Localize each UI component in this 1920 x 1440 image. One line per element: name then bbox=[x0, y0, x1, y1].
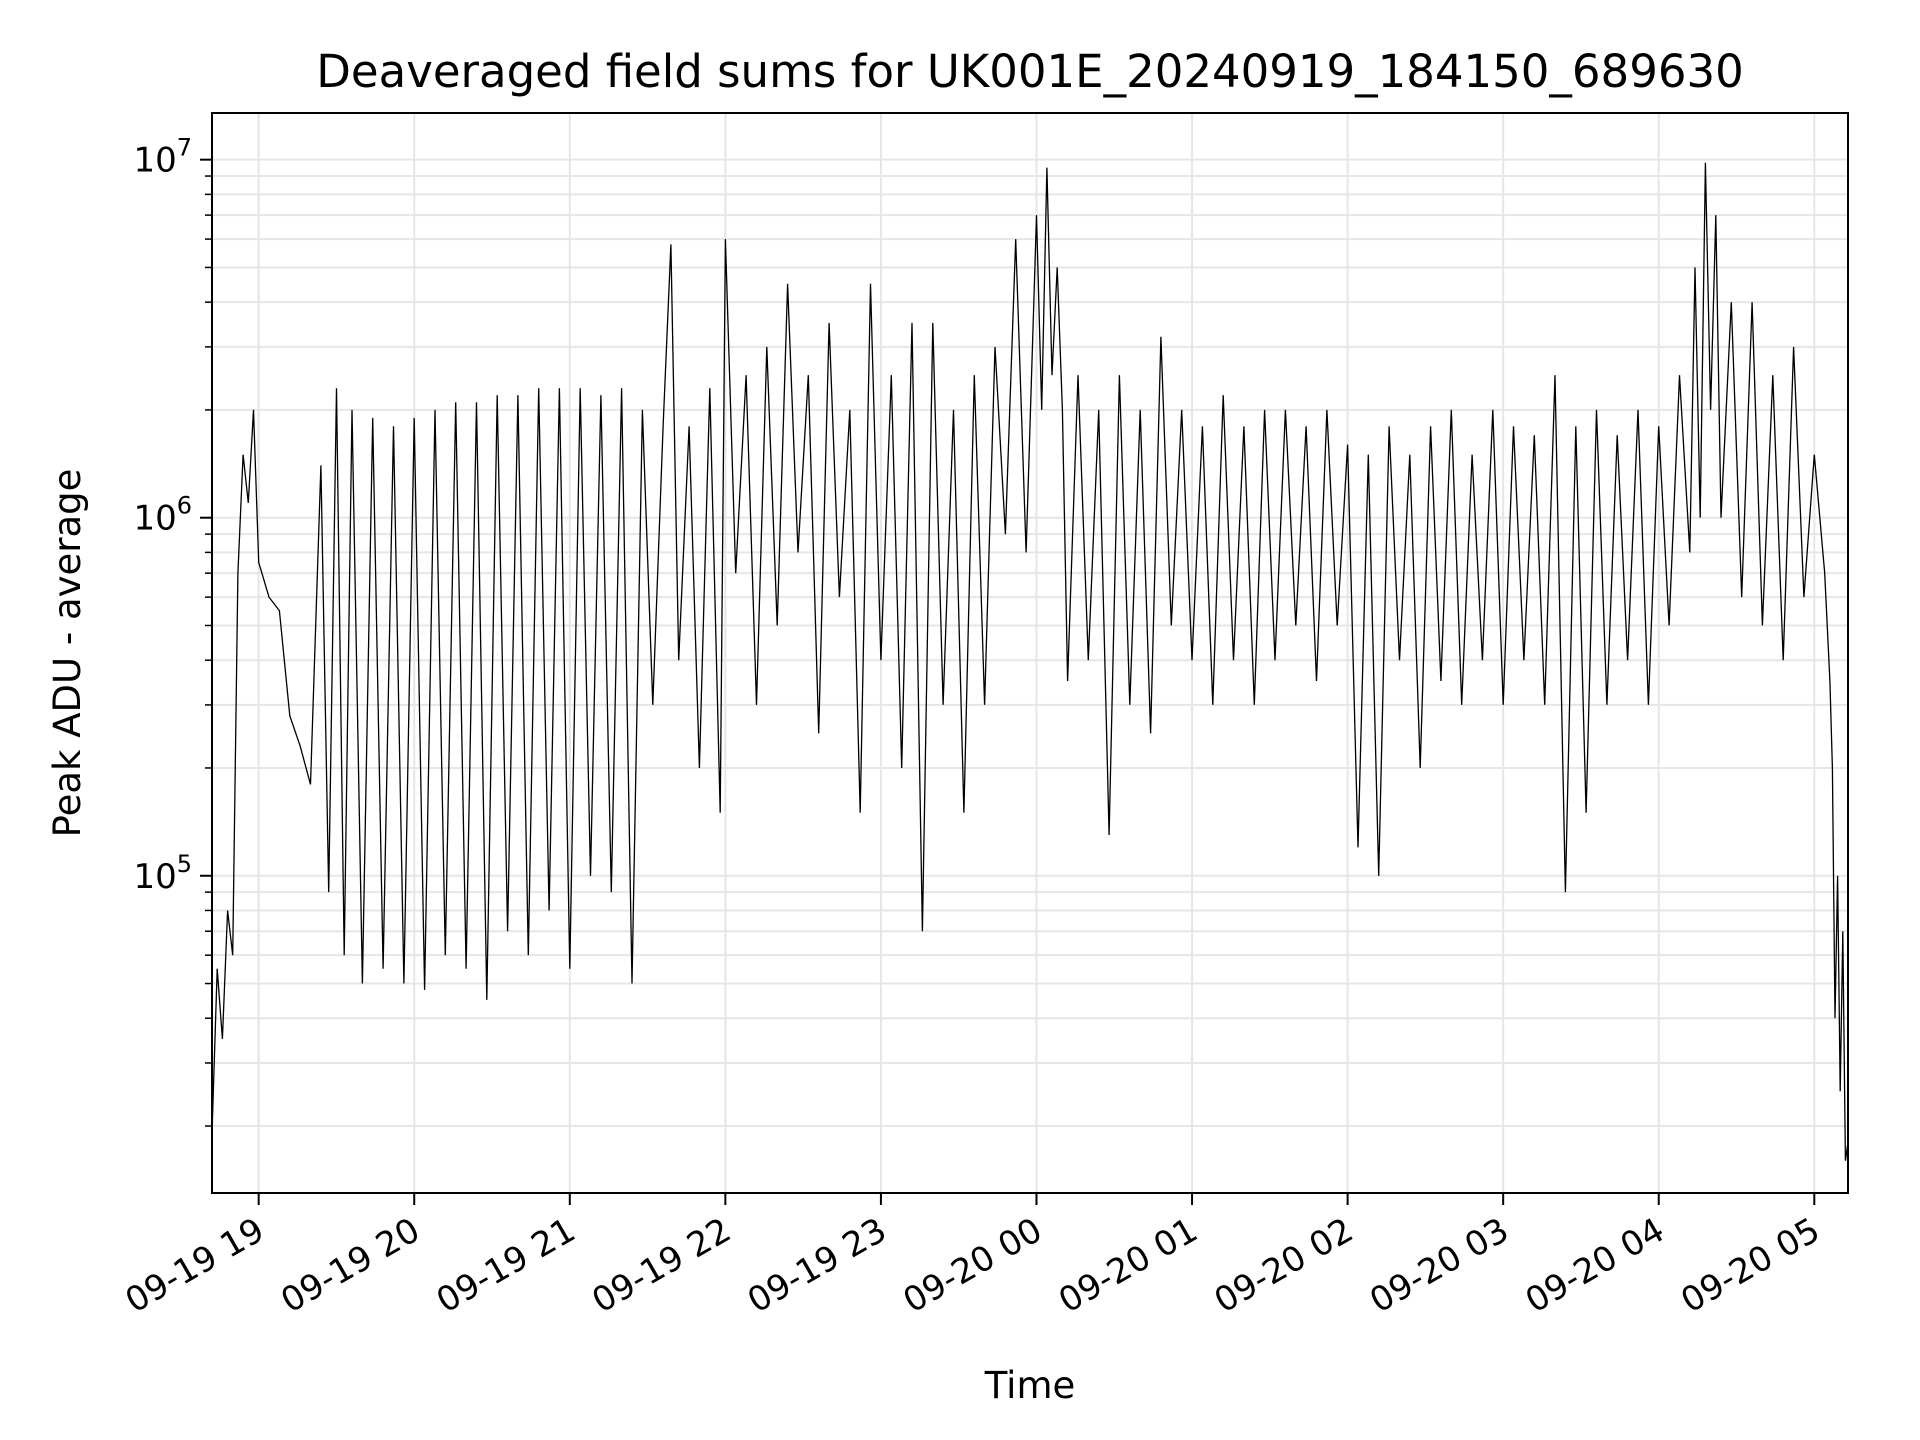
chart-title: Deaveraged field sums for UK001E_2024091… bbox=[316, 45, 1743, 98]
y-tick-label: 106 bbox=[133, 492, 192, 539]
y-tick-label: 107 bbox=[133, 134, 192, 181]
grid bbox=[212, 113, 1848, 1193]
y-tick-label: 105 bbox=[133, 850, 192, 897]
series-line bbox=[211, 162, 1849, 1161]
y-axis-ticks: 105 106 107 bbox=[133, 134, 212, 1127]
plot-frame bbox=[211, 112, 1849, 1194]
y-axis-title: Peak ADU - average bbox=[46, 469, 89, 838]
x-axis-title: Time bbox=[984, 1364, 1076, 1407]
plot-series bbox=[211, 162, 1849, 1161]
